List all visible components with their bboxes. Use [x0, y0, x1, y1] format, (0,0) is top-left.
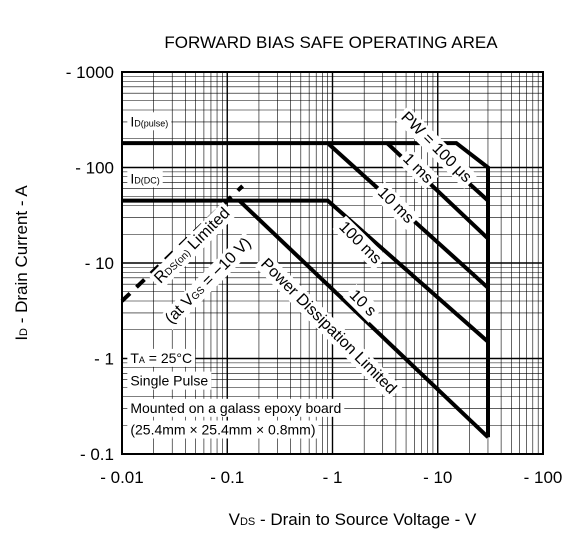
- annotation-4-bg: [371, 181, 420, 230]
- x-tick-label: - 0.1: [210, 468, 244, 487]
- annotation-1-part: D(DC): [134, 175, 160, 185]
- annotation-6-bg: [343, 283, 383, 323]
- annotation-13-part: (25.4mm × 25.4mm × 0.8mm): [130, 422, 315, 438]
- x-tick-label: - 1: [323, 468, 343, 487]
- y-tick-label: - 1: [94, 350, 114, 369]
- annotation-8-bg: [148, 201, 237, 290]
- y-axis-label-part: - Drain Current - A: [12, 185, 31, 328]
- annotation-13-bg: [127, 420, 319, 439]
- annotation-12-part: Mounted on a galass epoxy board: [130, 400, 341, 416]
- y-tick-label: - 100: [75, 159, 114, 178]
- x-axis-label-part: V: [229, 510, 241, 529]
- x-tick-label: - 0.01: [100, 468, 143, 487]
- annotation-10-bg: [127, 348, 196, 367]
- y-tick-label: - 10: [85, 254, 114, 273]
- y-axis-label-part: D: [18, 328, 30, 336]
- y-tick-label: - 0.1: [80, 445, 114, 464]
- plot-frame: [121, 71, 544, 455]
- annotation-7-bg: [254, 252, 403, 401]
- annotation-2-bg: [394, 106, 478, 189]
- annotation-10-part: = 25°C: [145, 350, 192, 366]
- x-axis-label: VDS - Drain to Source Voltage - V: [229, 510, 477, 529]
- axes: - 0.01 - 0.1 - 1 - 10 - 100 - 0.1 - 1 - 10 - 100…: [12, 63, 562, 529]
- annotation-11-part: Single Pulse: [130, 373, 208, 389]
- annotation-10: TA = 25°C: [130, 350, 192, 366]
- series-line-1: [122, 198, 490, 344]
- annotation-0-part: D(pulse): [134, 118, 168, 128]
- annotation-5-bg: [332, 215, 388, 271]
- annotation-0: ID(pulse): [130, 113, 168, 129]
- annotation-11: Single Pulse: [130, 373, 208, 389]
- annotation-12-bg: [127, 398, 345, 417]
- chart-title: FORWARD BIAS SAFE OPERATING AREA: [164, 33, 498, 52]
- y-axis-label: ID - Drain Current - A: [12, 185, 31, 341]
- annotation-12: Mounted on a galass epoxy board: [130, 400, 341, 416]
- x-axis-label-part: DS: [240, 516, 255, 528]
- annotation-10-part: A: [139, 355, 145, 365]
- annotation-9-bg: [159, 231, 258, 331]
- y-tick-label: - 1000: [66, 63, 114, 82]
- x-tick-label: - 100: [524, 468, 563, 487]
- annotation-0-part: I: [130, 113, 134, 129]
- annotation-1: ID(DC): [130, 170, 159, 186]
- x-axis-label-part: - Drain to Source Voltage - V: [255, 510, 477, 529]
- annotation-13: (25.4mm × 25.4mm × 0.8mm): [130, 422, 315, 438]
- annotation-10-part: T: [130, 350, 139, 366]
- annotation-1-bg: [127, 169, 163, 188]
- annotation-0-bg: [127, 112, 172, 131]
- x-tick-label: - 10: [423, 468, 452, 487]
- y-axis-label-part: I: [12, 336, 31, 341]
- series-line-2: [237, 199, 490, 439]
- annotation-1-part: I: [130, 170, 134, 186]
- series-line-0: [122, 141, 490, 438]
- annotation-3-bg: [396, 147, 439, 190]
- annotation-11-bg: [127, 371, 212, 390]
